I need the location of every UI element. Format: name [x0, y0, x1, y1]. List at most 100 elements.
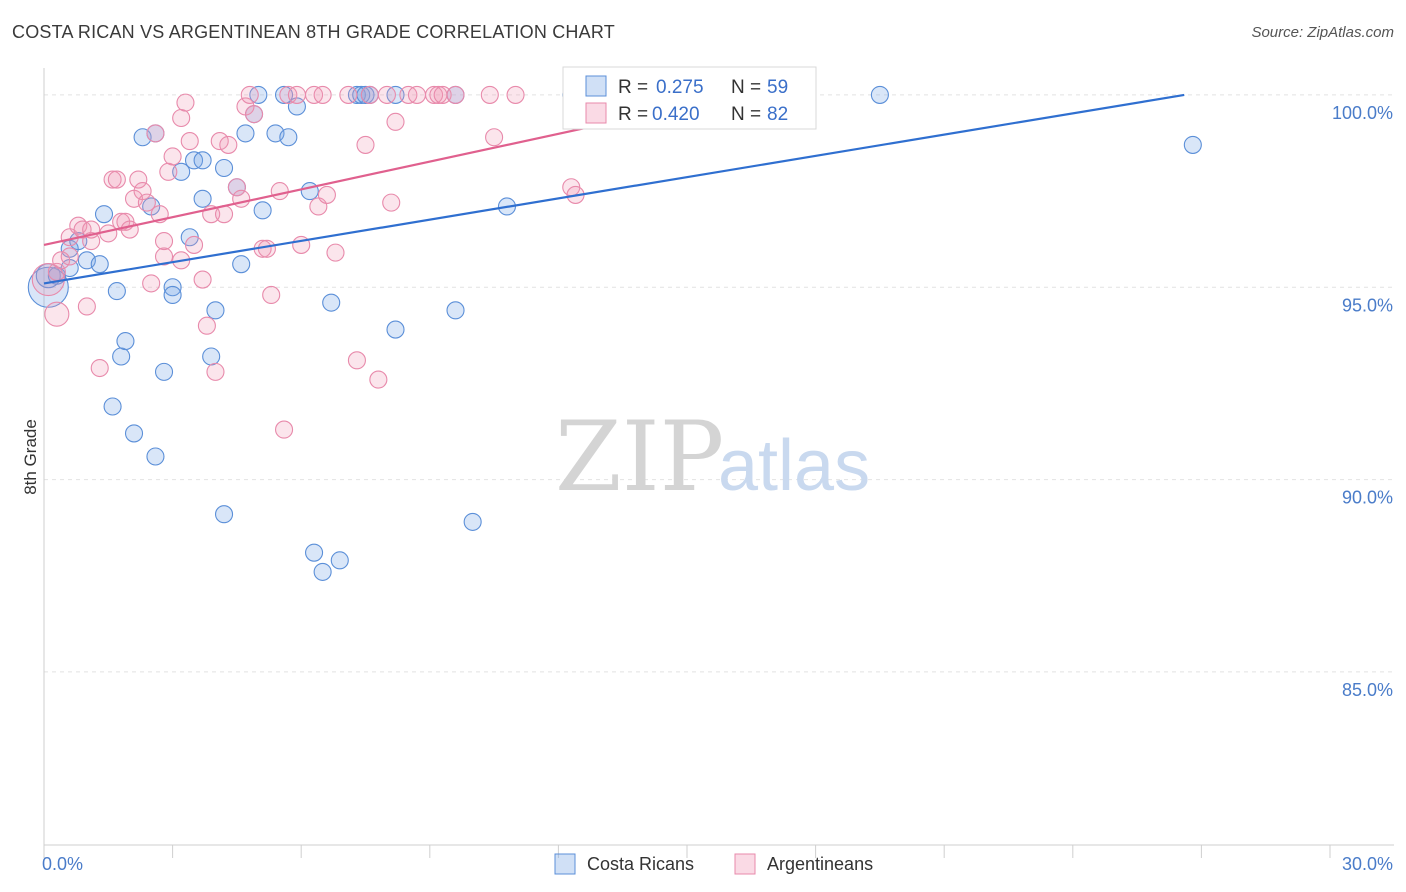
point-argentineans-36	[206, 362, 225, 381]
point-argentineans-11	[90, 358, 109, 378]
point-argentineans-29	[172, 108, 191, 128]
point-costa-ricans-20	[163, 285, 182, 304]
point-costa-ricans-57	[870, 85, 889, 104]
point-argentineans-55	[313, 85, 332, 104]
point-costa-ricans-32	[236, 124, 255, 143]
point-costa-ricans-11	[112, 347, 131, 366]
point-argentineans-21	[137, 193, 156, 212]
ticks-layer: 100.0% 95.0% 90.0% 85.0% 0.0% 30.0%	[42, 103, 1393, 874]
point-costa-ricans-24	[193, 151, 212, 170]
point-argentineans-44	[244, 105, 264, 124]
point-costa-ricans-42	[313, 562, 332, 581]
point-argentineans-1	[44, 301, 70, 327]
point-argentineans-4	[60, 247, 79, 266]
point-argentineans-17	[120, 220, 139, 239]
point-costa-ricans-17	[146, 447, 165, 466]
point-argentineans-60	[356, 135, 375, 154]
stats-n-value-2: 82	[767, 104, 788, 125]
stats-box: R = 0.275 N = 59 R = 0.420 N = 82	[562, 66, 817, 130]
y-tick-label-1: 95.0%	[1342, 295, 1393, 315]
point-argentineans-27	[163, 147, 182, 166]
point-argentineans-31	[180, 132, 199, 151]
point-argentineans-3	[52, 251, 71, 270]
trend-line-costa-ricans	[43, 93, 1185, 285]
point-argentineans-33	[193, 270, 212, 289]
point-argentineans-67	[407, 85, 426, 104]
point-costa-ricans-28	[214, 158, 234, 178]
point-costa-ricans-25	[193, 189, 212, 208]
point-argentineans-56	[317, 185, 336, 204]
legend-label-costa-ricans[interactable]: Costa Ricans	[587, 854, 694, 874]
point-argentineans-51	[287, 85, 306, 104]
stats-n-label-1: N =	[731, 77, 761, 98]
legend-swatch-argentineans[interactable]	[734, 853, 756, 875]
point-costa-ricans-26	[202, 347, 221, 366]
point-argentineans-59	[347, 351, 366, 370]
point-argentineans-20	[133, 182, 152, 201]
legend-swatch-costa-ricans[interactable]	[554, 853, 576, 875]
point-argentineans-72	[480, 85, 499, 104]
watermark: ZIP atlas	[555, 401, 870, 513]
point-costa-ricans-18	[154, 362, 174, 381]
point-argentineans-39	[219, 135, 238, 154]
y-tick-label-0: 100.0%	[1332, 103, 1393, 123]
point-costa-ricans-31	[232, 255, 251, 274]
stats-r-value-2: 0.420	[652, 104, 700, 125]
point-costa-ricans-44	[330, 551, 349, 570]
point-costa-ricans-50	[386, 320, 405, 339]
point-argentineans-19	[129, 170, 148, 189]
point-argentineans-61	[360, 85, 379, 104]
y-tick-label-3: 85.0%	[1342, 680, 1393, 700]
point-argentineans-43	[240, 85, 259, 104]
point-argentineans-57	[326, 243, 345, 262]
point-costa-ricans-29	[214, 505, 234, 524]
point-costa-ricans-41	[305, 543, 324, 562]
point-argentineans-13	[103, 170, 122, 189]
point-argentineans-64	[382, 193, 401, 212]
point-argentineans-23	[146, 124, 165, 143]
point-costa-ricans-21	[172, 162, 191, 181]
point-argentineans-26	[159, 162, 178, 181]
stats-r-label-2: R =	[618, 104, 648, 125]
point-argentineans-81	[154, 232, 174, 251]
stats-n-value-1: 59	[767, 77, 788, 98]
point-costa-ricans-58	[1183, 135, 1202, 154]
axis-layer	[43, 68, 1394, 846]
point-argentineans-62	[369, 370, 388, 389]
legend: Costa Ricans Argentineans	[554, 853, 873, 875]
point-argentineans-47	[262, 285, 281, 304]
stats-r-value-1: 0.275	[656, 77, 704, 98]
point-argentineans-71	[446, 85, 465, 104]
point-costa-ricans-37	[275, 85, 294, 104]
watermark-zip: ZIP	[555, 401, 724, 513]
watermark-atlas: atlas	[718, 426, 870, 506]
point-costa-ricans-7	[90, 255, 109, 274]
point-costa-ricans-52	[446, 301, 465, 320]
point-argentineans-70	[433, 85, 452, 104]
point-argentineans-8	[77, 297, 96, 316]
point-costa-ricans-13	[124, 424, 144, 443]
point-costa-ricans-10	[103, 397, 122, 416]
point-costa-ricans-35	[253, 201, 272, 220]
point-argentineans-46	[257, 239, 276, 258]
point-argentineans-37	[210, 132, 229, 151]
y-axis-label: 8th Grade	[21, 419, 40, 495]
point-costa-ricans-27	[206, 301, 225, 320]
point-costa-ricans-38	[279, 128, 298, 147]
chart-title: COSTA RICAN VS ARGENTINEAN 8TH GRADE COR…	[12, 22, 615, 42]
point-argentineans-74	[506, 85, 525, 104]
point-argentineans-34	[197, 316, 216, 335]
grid-layer	[44, 94, 1394, 673]
stats-box-frame	[562, 66, 817, 130]
point-costa-ricans-53	[463, 512, 482, 531]
point-argentineans-48	[270, 182, 289, 201]
stats-swatch-costa-ricans	[585, 75, 607, 97]
point-argentineans-73	[485, 128, 504, 147]
point-argentineans-25	[154, 247, 174, 266]
point-costa-ricans-43	[322, 293, 341, 312]
legend-label-argentineans[interactable]: Argentineans	[767, 854, 873, 874]
point-argentineans-40	[227, 178, 246, 197]
chart-source: Source: ZipAtlas.com	[1251, 24, 1394, 41]
point-argentineans-32	[184, 235, 204, 254]
